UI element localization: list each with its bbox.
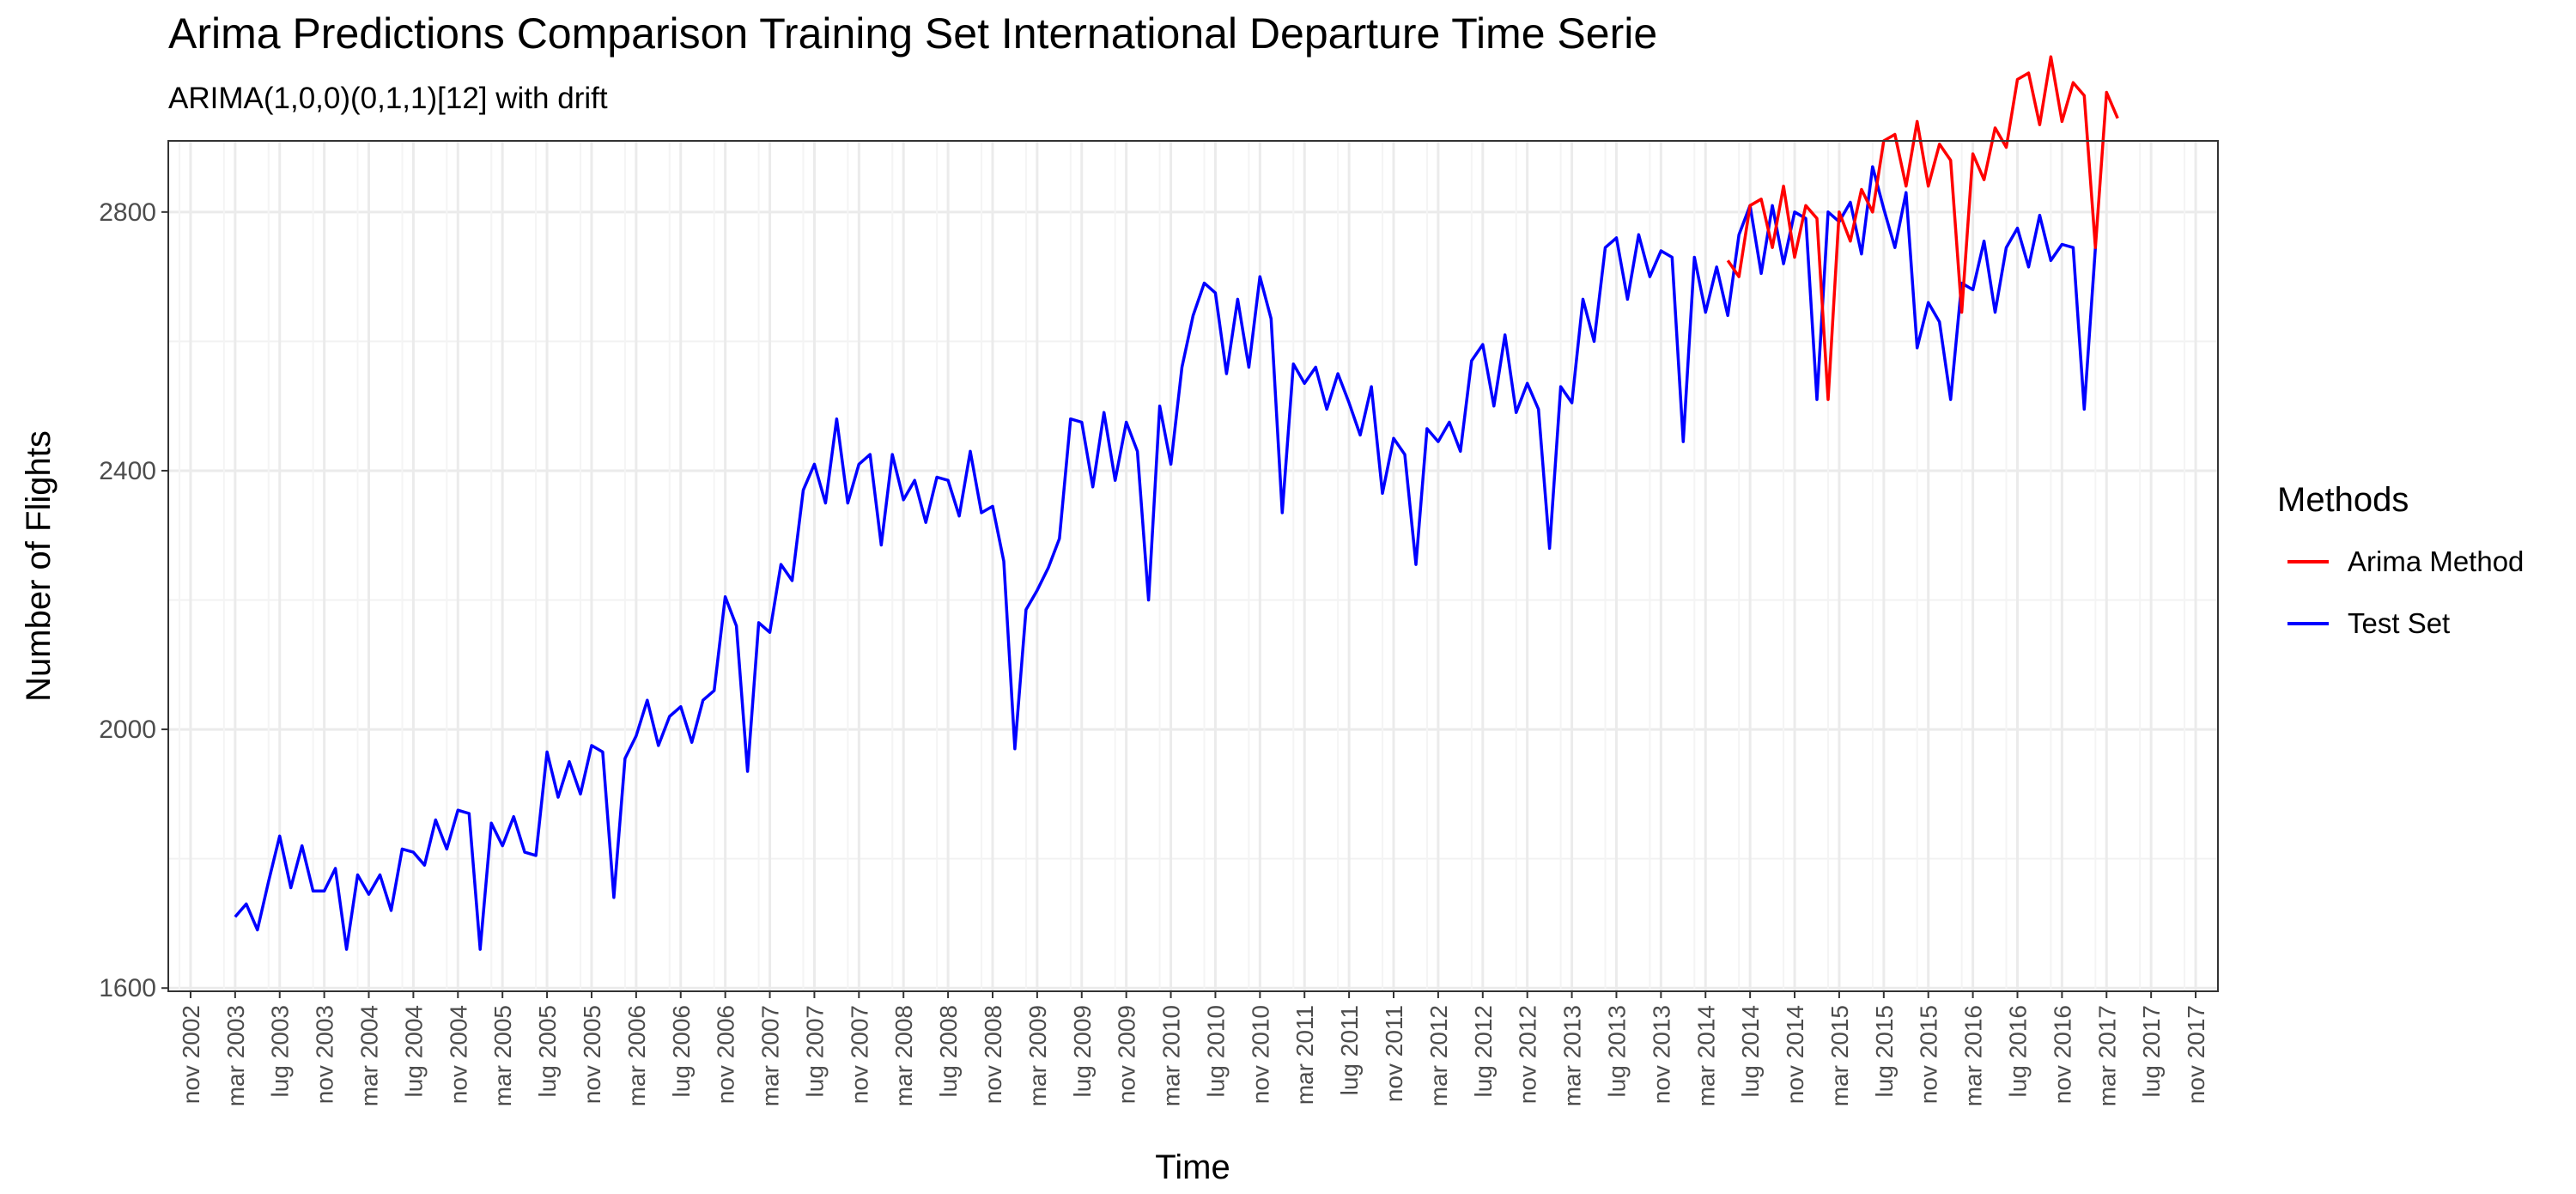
x-tick-label: lug 2014 xyxy=(1737,1005,1764,1097)
x-tick-label: lug 2003 xyxy=(267,1005,294,1097)
legend: Methods Arima Method Test Set xyxy=(2277,481,2524,639)
chart-subtitle: ARIMA(1,0,0)(0,1,1)[12] with drift xyxy=(168,82,608,115)
legend-label: Arima Method xyxy=(2348,545,2524,577)
x-tick-label: nov 2011 xyxy=(1381,1005,1407,1102)
x-tick-label: lug 2007 xyxy=(801,1005,828,1097)
x-tick-label: nov 2014 xyxy=(1782,1005,1808,1104)
x-tick-label: mar 2011 xyxy=(1291,1005,1318,1105)
x-tick-label: nov 2006 xyxy=(713,1005,739,1104)
x-tick-label: lug 2004 xyxy=(400,1005,427,1097)
legend-label: Test Set xyxy=(2348,607,2450,639)
x-tick-label: nov 2009 xyxy=(1114,1005,1140,1104)
x-tick-label: mar 2003 xyxy=(222,1005,249,1106)
x-tick-label: lug 2017 xyxy=(2138,1005,2165,1097)
x-tick-label: nov 2007 xyxy=(846,1005,872,1104)
x-tick-label: lug 2009 xyxy=(1069,1005,1096,1097)
y-axis-title: Number of Flights xyxy=(20,430,58,702)
x-axis-title: Time xyxy=(1155,1148,1230,1186)
x-tick-label: mar 2006 xyxy=(623,1005,650,1106)
x-tick-label: mar 2004 xyxy=(356,1005,383,1106)
x-tick-label: nov 2015 xyxy=(1916,1005,1942,1104)
y-tick-label: 1600 xyxy=(99,974,156,1002)
x-tick-label: lug 2012 xyxy=(1470,1005,1497,1097)
x-tick-label: nov 2008 xyxy=(980,1005,1006,1104)
series-line-arima-method xyxy=(1726,55,2119,401)
x-tick-label: lug 2010 xyxy=(1202,1005,1229,1097)
x-tick-label: nov 2010 xyxy=(1247,1005,1273,1104)
x-tick-label: mar 2016 xyxy=(1960,1005,1987,1106)
x-tick-label: mar 2015 xyxy=(1826,1005,1853,1106)
x-tick-label: nov 2005 xyxy=(579,1005,605,1104)
x-tick-label: nov 2002 xyxy=(178,1005,204,1104)
x-tick-label: mar 2007 xyxy=(757,1005,784,1106)
x-tick-label: mar 2014 xyxy=(1692,1005,1719,1106)
y-tick-label: 2800 xyxy=(99,198,156,227)
x-tick-label: mar 2008 xyxy=(890,1005,917,1106)
x-tick-label: lug 2005 xyxy=(534,1005,561,1097)
x-tick-label: nov 2016 xyxy=(2049,1005,2075,1104)
y-tick-label: 2000 xyxy=(99,716,156,744)
chart-title: Arima Predictions Comparison Training Se… xyxy=(168,9,1658,58)
x-tick-label: mar 2005 xyxy=(489,1005,516,1106)
legend-title: Methods xyxy=(2277,481,2409,519)
plot-panel xyxy=(168,141,2218,991)
x-tick-label: mar 2017 xyxy=(2093,1005,2120,1106)
x-tick-label: mar 2013 xyxy=(1559,1005,1586,1106)
series-line-test-set xyxy=(234,165,2098,951)
x-tick-label: mar 2009 xyxy=(1024,1005,1051,1106)
x-tick-label: lug 2008 xyxy=(935,1005,962,1097)
series-layer xyxy=(234,55,2119,951)
x-tick-label: lug 2006 xyxy=(668,1005,695,1097)
y-axis: 1600 2000 2400 2800 xyxy=(99,198,168,1002)
grid-lines xyxy=(168,141,2218,991)
x-tick-label: lug 2015 xyxy=(1871,1005,1898,1097)
x-tick-label: nov 2003 xyxy=(312,1005,338,1104)
x-tick-label: lug 2011 xyxy=(1336,1005,1363,1095)
x-tick-label: mar 2010 xyxy=(1158,1005,1185,1106)
x-tick-label: lug 2016 xyxy=(2004,1005,2031,1097)
x-tick-label: nov 2004 xyxy=(445,1005,471,1104)
x-tick-label: nov 2017 xyxy=(2183,1005,2209,1104)
x-tick-label: lug 2013 xyxy=(1603,1005,1630,1097)
x-axis: nov 2002 mar 2003 lug 2003 nov 2003 mar 2004… xyxy=(178,991,2209,1106)
x-tick-label: nov 2013 xyxy=(1648,1005,1674,1104)
x-tick-label: mar 2012 xyxy=(1425,1005,1452,1106)
y-tick-label: 2400 xyxy=(99,457,156,485)
plot-border xyxy=(167,140,2219,992)
x-tick-label: nov 2012 xyxy=(1515,1005,1541,1104)
